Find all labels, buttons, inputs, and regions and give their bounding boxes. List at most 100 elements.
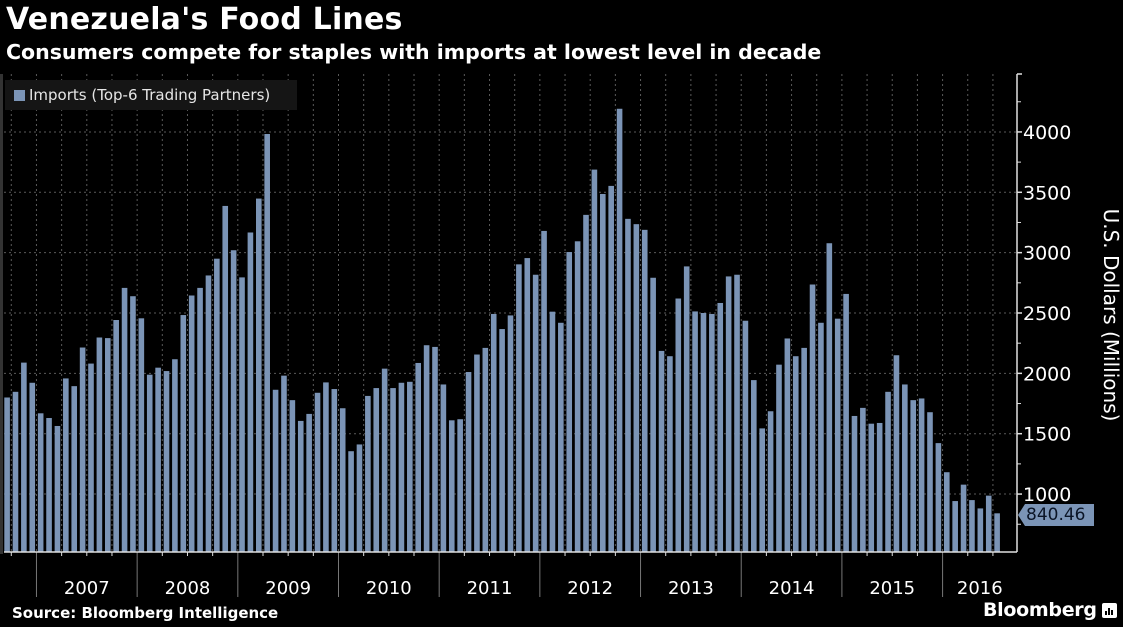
bar [155, 367, 161, 552]
bar [977, 508, 984, 552]
bar [440, 384, 447, 552]
bar [63, 378, 69, 552]
bar [591, 169, 598, 552]
bar [12, 391, 19, 552]
bar [390, 388, 396, 552]
bar [868, 423, 875, 552]
bar [104, 338, 111, 552]
bar [96, 337, 103, 552]
bar [532, 274, 539, 552]
bar [667, 356, 673, 552]
bar [188, 295, 195, 552]
bar [650, 277, 656, 552]
bar [348, 451, 354, 552]
bar [314, 392, 321, 552]
bar [172, 359, 178, 552]
last-value-box [1025, 504, 1094, 526]
bar [985, 495, 992, 552]
x-tick-label: 2008 [165, 578, 211, 599]
bar [281, 375, 287, 552]
x-tick-label: 2010 [366, 578, 412, 599]
bar [4, 397, 10, 552]
bar [448, 420, 455, 552]
y-axis-title: U.S. Dollars (Millions) [1096, 190, 1123, 440]
bar [767, 411, 774, 552]
bar [918, 398, 925, 552]
bar [29, 382, 36, 552]
x-tick-label: 2007 [64, 578, 110, 599]
bar [910, 400, 917, 552]
chart-subtitle: Consumers compete for staples with impor… [6, 40, 822, 64]
bar [205, 275, 212, 552]
bar [935, 443, 942, 552]
bar [432, 346, 438, 552]
y-tick-label: 3500 [1023, 182, 1071, 204]
bar [692, 311, 698, 552]
bar [843, 293, 849, 552]
bar [549, 311, 556, 552]
bars [4, 108, 1000, 553]
bar [37, 413, 44, 552]
bar [54, 425, 61, 552]
bar [474, 354, 480, 552]
bar [633, 224, 640, 552]
axes [4, 73, 1022, 597]
bloomberg-chart-icon [1102, 603, 1117, 618]
source-note: Source: Bloomberg Intelligence [12, 604, 279, 622]
bar [725, 276, 732, 552]
bar [834, 318, 841, 552]
legend-swatch-icon [14, 89, 25, 101]
legend: Imports (Top-6 Trading Partners) [5, 80, 297, 110]
bar [516, 264, 522, 552]
bar [717, 302, 724, 552]
bar [499, 329, 505, 552]
bar [608, 185, 614, 553]
bar [339, 408, 346, 552]
bar [381, 368, 388, 552]
bar [256, 198, 262, 552]
bar [71, 386, 78, 552]
bar [121, 287, 128, 552]
bar [373, 388, 380, 552]
bar [809, 284, 816, 552]
bar [272, 389, 279, 552]
bar [88, 363, 94, 552]
bar [306, 413, 312, 552]
bar [524, 258, 531, 552]
bar [415, 362, 422, 552]
bar [264, 133, 270, 553]
bar [893, 355, 900, 552]
bar [885, 391, 891, 552]
x-tick-label: 2014 [769, 578, 815, 599]
x-tick-label: 2011 [467, 578, 513, 599]
bar [734, 274, 740, 552]
bar [742, 320, 749, 552]
bar [214, 258, 220, 552]
legend-label: Imports (Top-6 Trading Partners) [29, 86, 271, 104]
bar [289, 400, 296, 552]
bar [860, 407, 866, 552]
bar [331, 389, 338, 552]
x-tick-label: 2009 [265, 578, 311, 599]
bar [222, 205, 229, 552]
bar [792, 356, 799, 552]
bar [625, 218, 631, 552]
bar [960, 484, 967, 552]
bar [558, 322, 564, 552]
bar [356, 444, 363, 552]
bar [21, 362, 27, 552]
bar [197, 287, 203, 552]
bar [994, 513, 1000, 552]
bar [943, 472, 950, 552]
bar [507, 315, 514, 552]
bar [927, 412, 933, 552]
y-tick-label: 1500 [1023, 424, 1071, 446]
bar [239, 277, 245, 552]
bar [751, 380, 757, 552]
brand-logo-text: Bloomberg [983, 599, 1097, 621]
bar [163, 371, 170, 552]
bar [818, 322, 824, 552]
bar [952, 501, 958, 552]
bar [365, 395, 371, 552]
bar [801, 347, 807, 552]
